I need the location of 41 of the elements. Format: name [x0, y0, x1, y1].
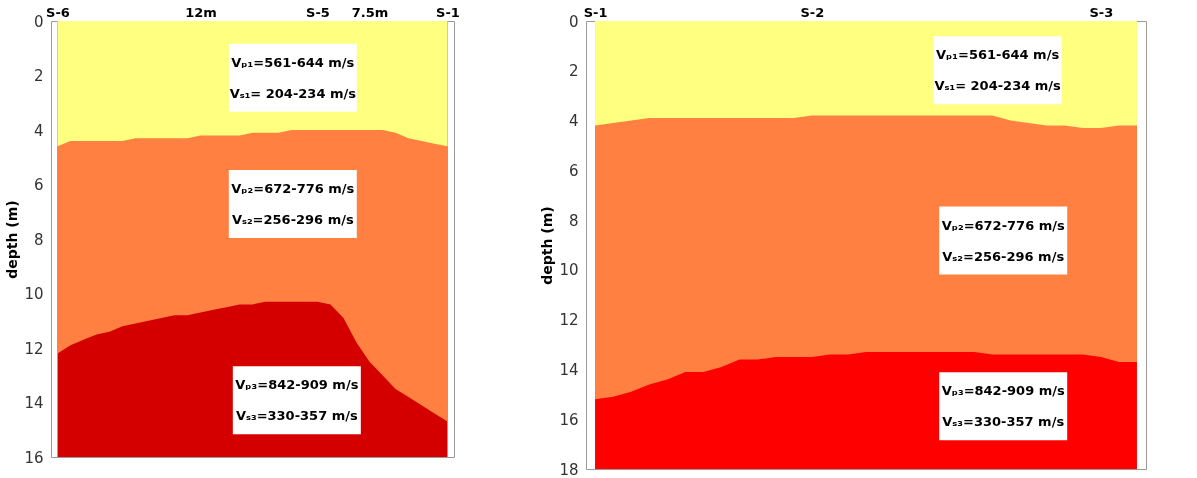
annotation: Vₛ₂=256-296 m/s: [942, 248, 1065, 264]
y-tick-label: 14: [559, 360, 579, 379]
y-tick-label: 2: [568, 62, 579, 81]
annotation: Vₚ₃=842-909 m/s: [235, 377, 359, 393]
x-tick-label: S-1: [583, 4, 608, 20]
annotation: Vₛ₃=330-357 m/s: [235, 408, 358, 424]
y-tick-label: 18: [559, 460, 579, 478]
annotation: Vₚ₂=672-776 m/s: [231, 181, 355, 197]
x-tick-label: S-6: [46, 4, 70, 20]
y-tick-label: 12: [24, 339, 44, 358]
annotation: Vₛ₁= 204-234 m/s: [934, 78, 1062, 94]
y-tick-label: 0: [568, 12, 579, 31]
y-tick-label: 8: [568, 211, 579, 230]
annotation: Vₛ₁= 204-234 m/s: [229, 85, 357, 101]
y-axis-title: depth (m): [4, 200, 21, 279]
y-tick-label: 0: [33, 12, 44, 31]
y-tick-label: 4: [568, 112, 579, 131]
x-tick-label: 7.5m: [351, 4, 389, 20]
annotation: Vₛ₂=256-296 m/s: [231, 212, 354, 228]
y-tick-label: 6: [33, 176, 44, 194]
y-tick-label: 14: [24, 394, 44, 412]
y-tick-label: 10: [559, 261, 579, 280]
annotation: Vₛ₃=330-357 m/s: [942, 414, 1065, 430]
y-axis-title: depth (m): [539, 206, 556, 285]
annotation: Vₚ₃=842-909 m/s: [941, 383, 1066, 399]
y-tick-label: 6: [568, 161, 579, 180]
annotation: Vₚ₁=561-644 m/s: [936, 47, 1060, 63]
x-tick-label: 12m: [185, 4, 217, 20]
y-tick-label: 8: [33, 230, 44, 249]
x-tick-label: S-2: [800, 4, 825, 20]
y-tick-label: 10: [24, 285, 44, 303]
annotation: Vₚ₁=561-644 m/s: [231, 54, 355, 70]
annotation: Vₚ₂=672-776 m/s: [941, 217, 1066, 233]
y-tick-label: 16: [24, 448, 44, 467]
y-tick-label: 2: [33, 67, 44, 85]
y-tick-label: 12: [559, 311, 579, 330]
x-tick-label: S-5: [306, 4, 330, 20]
x-tick-label: S-1: [436, 4, 460, 20]
y-tick-label: 4: [33, 121, 44, 140]
y-tick-label: 16: [559, 410, 579, 429]
x-tick-label: S-3: [1089, 4, 1114, 20]
